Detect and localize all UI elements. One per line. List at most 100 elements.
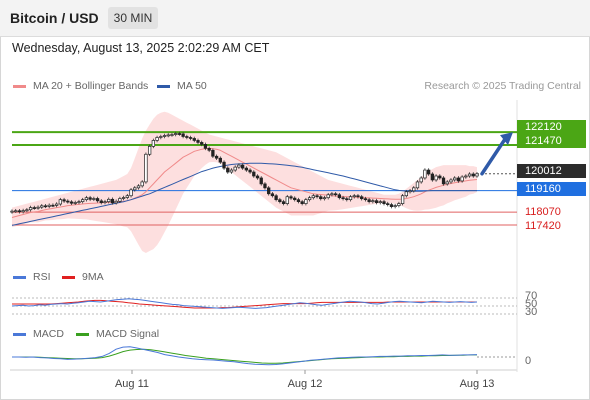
candle-body	[32, 207, 36, 209]
candle-body	[426, 169, 431, 175]
candle-body	[121, 197, 126, 199]
candle-body	[14, 210, 18, 213]
candle-body	[151, 140, 156, 147]
candle-body	[333, 193, 338, 196]
candle-body	[278, 199, 282, 203]
legend-rsi-ma-label: 9MA	[82, 271, 104, 283]
candle-body	[371, 200, 375, 203]
candle-body	[196, 140, 200, 143]
candle-body	[300, 201, 304, 204]
candle-body	[162, 135, 167, 137]
ma50-swatch	[157, 84, 170, 88]
macd-swatch	[13, 332, 26, 336]
candle-body	[311, 195, 315, 199]
candle-body	[393, 205, 397, 207]
rsi-swatch	[13, 275, 26, 279]
candle-body	[274, 195, 278, 201]
candle-body	[69, 201, 74, 204]
candle-body	[233, 166, 237, 171]
candle-body	[348, 196, 353, 201]
candle-body	[449, 179, 453, 183]
candle-body	[170, 134, 174, 136]
candle-body	[237, 164, 241, 168]
candle-body	[441, 177, 446, 185]
candle-body	[188, 137, 193, 139]
candle-body	[445, 181, 449, 185]
candle-body	[304, 199, 308, 204]
candle-body	[307, 197, 312, 201]
candle-body	[28, 207, 33, 211]
candle-body	[229, 169, 234, 173]
candle-body	[400, 195, 405, 204]
candle-body	[92, 198, 96, 200]
candle-body	[389, 204, 394, 207]
candle-body	[58, 199, 63, 205]
candle-body	[419, 177, 423, 183]
candle-body	[352, 195, 356, 198]
candle-body	[88, 197, 92, 200]
legend-ma50-label: MA 50	[177, 80, 207, 92]
legend-ma20: MA 20 + Bollinger Bands	[13, 80, 148, 92]
macd-line	[12, 346, 478, 366]
candle-body	[21, 210, 25, 213]
candle-body	[181, 133, 185, 137]
candle-body	[248, 169, 252, 173]
legend-ma50: MA 50	[157, 80, 207, 92]
candle-body	[136, 185, 141, 189]
candle-body	[222, 161, 226, 169]
candle-body	[453, 177, 457, 181]
chart-header: Bitcoin / USD 30 MIN	[0, 0, 590, 37]
candle-body	[259, 177, 263, 185]
candle-body	[81, 199, 85, 203]
candle-body	[240, 164, 245, 169]
candle-body	[118, 198, 122, 202]
candle-body	[456, 177, 461, 182]
timeframe-badge[interactable]: 30 MIN	[108, 7, 158, 29]
candle-body	[99, 200, 103, 203]
candle-body	[460, 176, 464, 182]
candle-body	[214, 155, 219, 159]
candle-body	[326, 194, 330, 199]
legend-rsi-label: RSI	[33, 271, 51, 283]
candle-body	[10, 210, 14, 213]
candle-body	[244, 167, 249, 171]
candle-body	[270, 193, 275, 197]
candle-body	[397, 203, 401, 206]
candle-body	[423, 169, 427, 179]
candle-body	[218, 157, 222, 163]
candle-body	[293, 197, 297, 201]
candle-body	[155, 137, 159, 141]
candle-body	[382, 201, 386, 204]
candle-body	[378, 201, 382, 204]
candle-body	[367, 199, 371, 203]
candle-body	[103, 201, 107, 204]
candle-body	[125, 195, 129, 198]
candle-body	[40, 205, 44, 208]
legend-macd-signal-label: MACD Signal	[96, 328, 160, 340]
credit: Research © 2025 Trading Central	[424, 80, 581, 92]
candle-body	[337, 194, 342, 199]
x-tick-aug11: Aug 11	[114, 378, 150, 390]
price-label-pivot: 119160	[517, 182, 586, 196]
timestamp: Wednesday, August 13, 2025 2:02:29 AM CE…	[12, 41, 270, 55]
candle-body	[289, 196, 293, 199]
candle-body	[356, 195, 360, 198]
candle-body	[464, 175, 468, 178]
x-tick-aug13: Aug 13	[459, 378, 495, 390]
rsi-ma-swatch	[62, 275, 75, 279]
candle-body	[330, 193, 334, 196]
candle-body	[415, 181, 420, 189]
candle-body	[434, 175, 438, 181]
candle-body	[363, 198, 368, 201]
ma20-swatch	[13, 84, 26, 88]
legend-macd: MACD	[13, 328, 64, 340]
candle-body	[25, 209, 29, 212]
forecast-arrow-shaft	[480, 137, 507, 176]
candle-body	[386, 203, 390, 205]
candle-body	[77, 201, 81, 204]
candle-body	[404, 191, 408, 197]
candle-body	[412, 187, 416, 192]
candle-body	[177, 133, 182, 135]
rsi-tick-30: 30	[525, 306, 538, 318]
